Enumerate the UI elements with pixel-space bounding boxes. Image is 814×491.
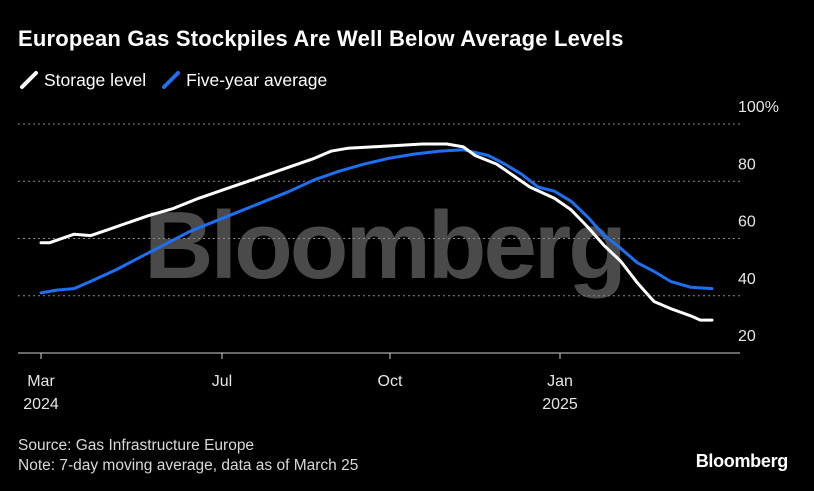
x-tick-label: Jul	[212, 373, 232, 390]
y-tick-label: 20	[738, 328, 756, 345]
bloomberg-logo: Bloomberg	[695, 451, 789, 471]
series-layer	[39, 142, 714, 322]
y-tick-label: 100%	[738, 99, 779, 116]
y-tick-label: 40	[738, 271, 756, 288]
data-note: Note: 7-day moving average, data as of M…	[18, 457, 359, 474]
legend-label: Storage level	[44, 69, 147, 90]
series-line-five-year-average	[39, 148, 714, 295]
x-tick-label: Jan	[547, 373, 573, 390]
x-axis: Mar 2024 Jul Oct Jan 2025	[23, 353, 578, 413]
y-tick-label: 80	[738, 156, 756, 173]
legend-label: Five-year average	[186, 69, 328, 90]
grid-lines	[18, 123, 740, 354]
legend-item-five-year-average: Five-year average	[160, 69, 327, 91]
y-tick-label: 60	[738, 214, 756, 231]
source-note: Source: Gas Infrastructure Europe	[18, 437, 255, 454]
series-line-storage-level	[39, 142, 714, 322]
bloomberg-watermark: Bloomberg	[144, 192, 624, 299]
chart-title: European Gas Stockpiles Are Well Below A…	[18, 26, 624, 51]
x-tick-year-label: 2024	[23, 396, 59, 413]
legend-item-storage-level: Storage level	[18, 69, 146, 91]
footnote: Source: Gas Infrastructure Europe Note: …	[18, 436, 358, 476]
legend-swatch-icon	[18, 69, 40, 91]
x-tick-label: Mar	[27, 373, 55, 390]
y-axis: 100% 80 60 40 20	[738, 99, 779, 345]
x-tick-year-label: 2025	[542, 396, 578, 413]
x-tick-label: Oct	[378, 373, 403, 390]
legend-swatch-icon	[160, 69, 182, 91]
legend: Storage level Five-year average	[18, 69, 341, 91]
